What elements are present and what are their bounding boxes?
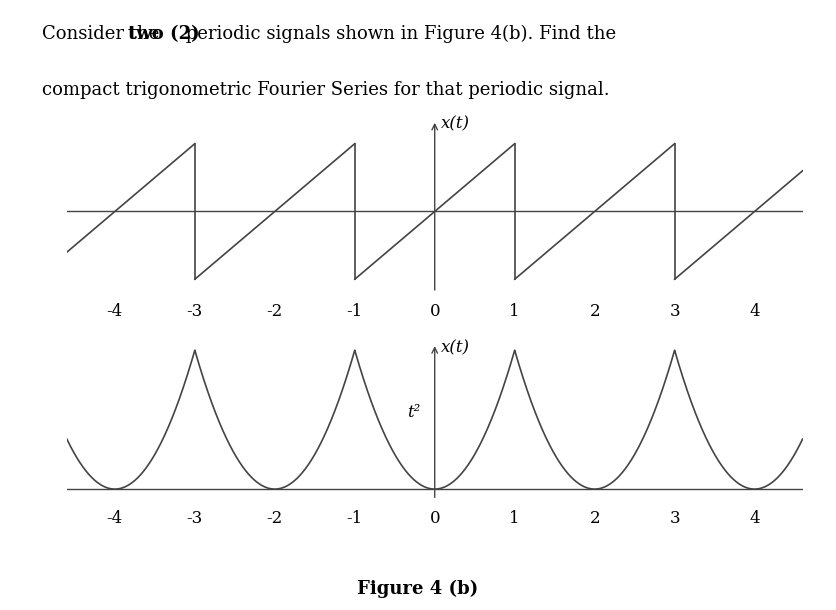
Text: t²: t² <box>407 404 420 422</box>
Text: two (2): two (2) <box>128 25 200 43</box>
Text: Figure 4 (b): Figure 4 (b) <box>357 580 479 598</box>
Text: compact trigonometric Fourier Series for that periodic signal.: compact trigonometric Fourier Series for… <box>42 81 609 99</box>
Text: periodic signals shown in Figure 4(b). Find the: periodic signals shown in Figure 4(b). F… <box>181 25 616 43</box>
Text: Consider the: Consider the <box>42 25 165 43</box>
Text: x(t): x(t) <box>441 115 470 132</box>
Text: x(t): x(t) <box>441 339 470 356</box>
